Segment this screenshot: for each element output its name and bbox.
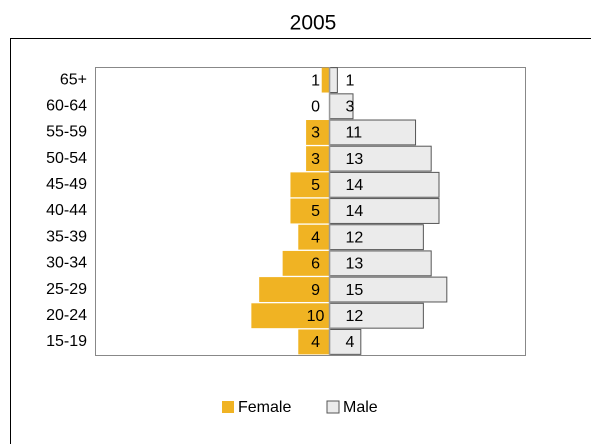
data-label: 14 bbox=[346, 177, 364, 194]
bar bbox=[306, 120, 330, 145]
bar bbox=[329, 171, 440, 198]
data-label: 3 bbox=[311, 151, 320, 168]
chart-frame bbox=[10, 38, 591, 444]
legend-label: Male bbox=[343, 399, 378, 416]
bar bbox=[329, 302, 424, 329]
y-tick-label: 65+ bbox=[60, 71, 87, 88]
legend-label: Female bbox=[238, 399, 291, 416]
y-tick-label: 30-34 bbox=[46, 255, 87, 272]
chart-title: 2005 bbox=[290, 12, 337, 35]
data-label: 15 bbox=[346, 282, 364, 299]
data-label: 5 bbox=[311, 177, 320, 194]
bar bbox=[329, 119, 417, 146]
data-label: 4 bbox=[346, 334, 355, 351]
y-tick-label: 45-49 bbox=[46, 176, 87, 193]
bar bbox=[298, 329, 330, 355]
data-label: 14 bbox=[346, 203, 364, 220]
y-tick-label: 50-54 bbox=[46, 150, 87, 167]
data-label: 1 bbox=[346, 72, 355, 89]
data-label: 11 bbox=[346, 125, 363, 142]
plot-area bbox=[95, 67, 526, 356]
y-tick-label: 25-29 bbox=[46, 281, 87, 298]
bar bbox=[306, 146, 330, 172]
bar bbox=[329, 67, 338, 94]
y-tick-label: 35-39 bbox=[46, 228, 87, 245]
data-label: 1 bbox=[311, 72, 320, 89]
data-label: 6 bbox=[311, 256, 320, 273]
bar bbox=[329, 224, 424, 251]
legend-swatch bbox=[326, 400, 340, 414]
data-label: 3 bbox=[311, 125, 320, 142]
y-tick-label: 40-44 bbox=[46, 202, 87, 219]
y-tick-label: 55-59 bbox=[46, 124, 87, 141]
y-tick-label: 20-24 bbox=[46, 307, 87, 324]
bar bbox=[251, 303, 330, 329]
data-label: 9 bbox=[311, 282, 320, 299]
data-label: 13 bbox=[346, 151, 364, 168]
data-label: 4 bbox=[311, 229, 320, 246]
data-label: 12 bbox=[346, 229, 364, 246]
bar bbox=[290, 198, 330, 224]
y-tick-label: 15-19 bbox=[46, 333, 87, 350]
data-label: 10 bbox=[307, 308, 325, 325]
bar bbox=[282, 250, 330, 276]
data-label: 4 bbox=[311, 334, 320, 351]
data-label: 12 bbox=[346, 308, 364, 325]
data-label: 0 bbox=[311, 98, 320, 115]
bar bbox=[321, 67, 330, 93]
bar bbox=[329, 145, 432, 172]
data-label: 3 bbox=[346, 98, 355, 115]
bar bbox=[298, 224, 330, 250]
bar bbox=[259, 277, 330, 302]
legend-swatch bbox=[222, 401, 234, 413]
bar bbox=[290, 172, 330, 198]
data-label: 13 bbox=[346, 256, 364, 273]
data-label: 5 bbox=[311, 203, 320, 220]
bar bbox=[329, 250, 432, 277]
y-tick-label: 60-64 bbox=[46, 97, 87, 114]
